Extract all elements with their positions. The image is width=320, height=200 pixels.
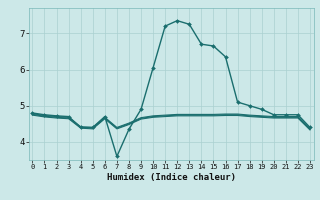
- X-axis label: Humidex (Indice chaleur): Humidex (Indice chaleur): [107, 173, 236, 182]
